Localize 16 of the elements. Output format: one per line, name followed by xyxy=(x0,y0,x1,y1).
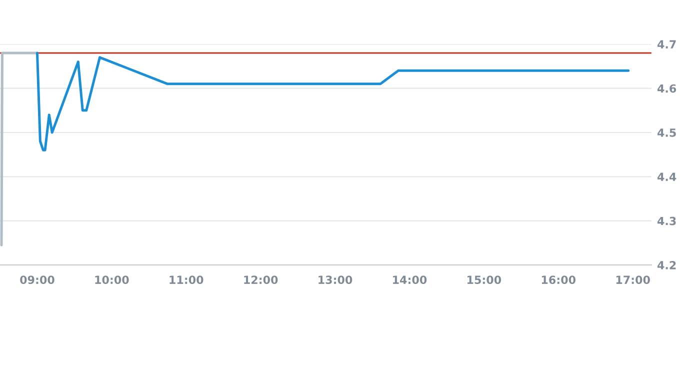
x-tick-label: 13:00 xyxy=(318,276,352,284)
x-tick-label: 09:00 xyxy=(20,276,54,284)
x-tick-label: 14:00 xyxy=(393,276,427,284)
x-tick-label: 11:00 xyxy=(170,276,204,284)
x-tick-label: 12:00 xyxy=(244,276,278,284)
y-tick-label: 4.2 xyxy=(657,260,676,270)
y-tick-label: 4.5 xyxy=(657,128,676,137)
y-tick-label: 4.4 xyxy=(657,172,676,181)
x-tick-label: 17:00 xyxy=(616,276,650,284)
y-tick-label: 4.6 xyxy=(657,84,676,93)
x-tick-label: 16:00 xyxy=(542,276,576,284)
line-series xyxy=(36,52,630,152)
x-tick-label: 15:00 xyxy=(467,276,502,284)
x-tick-label: 10:00 xyxy=(95,276,129,284)
y-tick-label: 4.7 xyxy=(657,40,676,48)
y-tick-label: 4.3 xyxy=(657,216,676,226)
